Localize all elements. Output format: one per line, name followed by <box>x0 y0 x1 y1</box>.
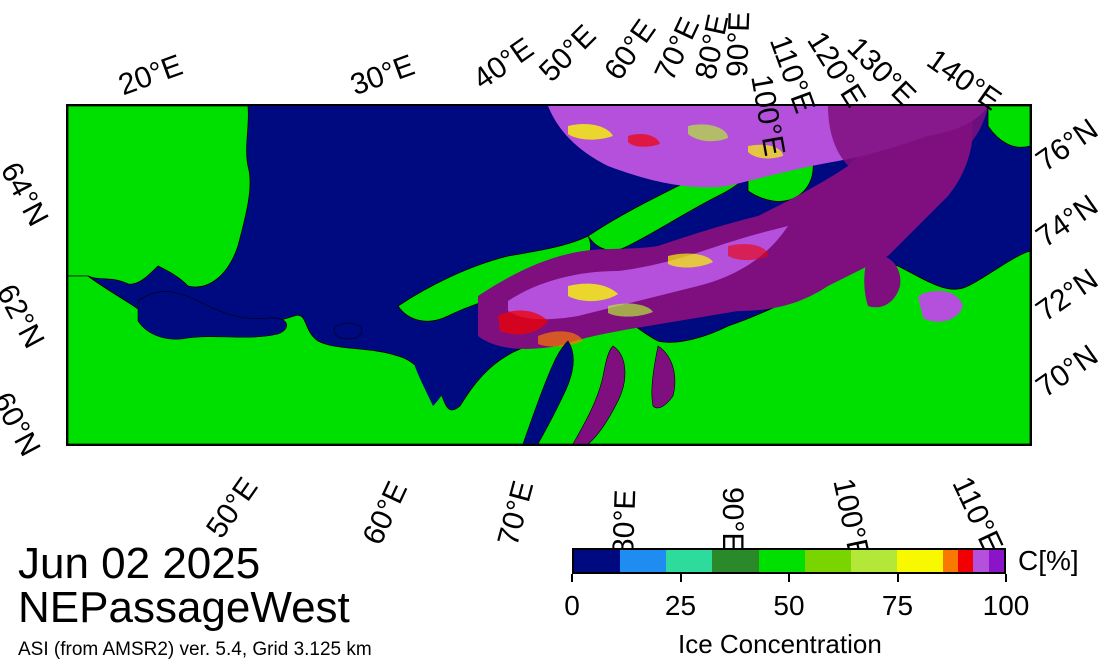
colorbar-segment <box>666 550 713 572</box>
colorbar-tick-mark <box>571 574 573 582</box>
colorbar-tick-mark <box>1005 574 1007 582</box>
land-scandinavia <box>68 106 251 288</box>
white-sea <box>413 311 492 406</box>
lat-label-right: 76°N <box>1030 112 1105 179</box>
map-region: NEPassageWest <box>18 583 350 632</box>
lon-label-top: 50°E <box>532 18 603 89</box>
colorbar-tick-mark <box>679 574 682 582</box>
lon-label-top: 40°E <box>467 31 540 97</box>
lat-label-left: 64°N <box>0 157 55 232</box>
colorbar-unit: C[%] <box>1018 545 1079 576</box>
lon-label-bottom: 50°E <box>200 471 265 545</box>
colorbar-title: Ice Concentration <box>678 629 882 659</box>
sea-ice-map-svg <box>68 106 1030 444</box>
colorbar-segment <box>896 550 943 572</box>
land-east-island <box>987 106 1030 148</box>
ice-mixed-texture <box>498 226 788 347</box>
laptev-edge-ice <box>918 290 963 322</box>
colorbar-tick-label: 100 <box>982 590 1030 621</box>
lon-label-bottom: 110°E <box>945 471 1010 559</box>
colorbar-segment <box>973 550 989 572</box>
ob-gulf <box>522 340 574 444</box>
lake <box>333 322 363 340</box>
colorbar-segment <box>943 550 959 572</box>
lon-label-top: 20°E <box>114 48 187 103</box>
gydan-ice <box>651 345 676 409</box>
lat-label-right: 72°N <box>1030 262 1105 329</box>
map-source: ASI (from AMSR2) ver. 5.4, Grid 3.125 km <box>18 639 372 660</box>
colorbar-segment <box>850 550 897 572</box>
map-date: Jun 02 2025 <box>18 539 261 588</box>
colorbar-segment <box>804 550 851 572</box>
colorbar-segment <box>574 550 621 572</box>
lon-label-bottom: 70°E <box>491 477 541 550</box>
north-ice-strip-dense <box>828 106 988 175</box>
lon-label-bottom: 60°E <box>356 476 415 550</box>
lon-label-bottom: 90°E <box>716 487 749 553</box>
gulf-inlet <box>137 291 287 340</box>
colorbar-tick-mark <box>896 574 899 582</box>
lon-label-bottom: 80°E <box>607 489 643 556</box>
colorbar-tick-mark <box>788 574 790 582</box>
lon-label-top: 30°E <box>346 48 419 103</box>
lat-label-right: 70°N <box>1030 338 1105 405</box>
north-ice-spots <box>568 124 783 159</box>
colorbar <box>572 548 1006 574</box>
lat-label-left: 62°N <box>0 279 51 354</box>
colorbar-tick-label: 25 <box>664 590 697 621</box>
lat-label-right: 74°N <box>1030 188 1105 255</box>
lon-label-top: 90°E <box>721 11 757 78</box>
colorbar-segment <box>712 550 759 572</box>
colorbar-tick-label: 75 <box>881 590 914 621</box>
colorbar-segment <box>758 550 805 572</box>
colorbar-tick-label: 50 <box>773 590 805 621</box>
colorbar-segment <box>988 550 1004 572</box>
taymyr-coast-ice <box>864 255 901 308</box>
lat-label-left: 60°N <box>0 387 47 462</box>
colorbar-tick-label: 0 <box>564 590 580 621</box>
colorbar-segment <box>620 550 667 572</box>
sea-ice-map <box>66 104 1032 446</box>
yenisei-ice <box>572 345 626 444</box>
lon-label-top: 60°E <box>598 13 663 87</box>
colorbar-segment <box>958 550 974 572</box>
